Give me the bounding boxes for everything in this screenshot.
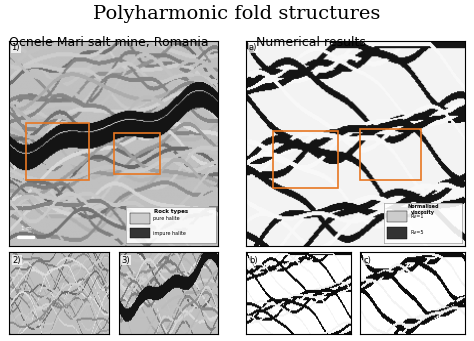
- Text: c): c): [364, 256, 371, 265]
- Bar: [273, 131, 338, 188]
- Text: Polyharmonic fold structures: Polyharmonic fold structures: [93, 5, 381, 23]
- Text: 3): 3): [121, 256, 130, 265]
- Text: Ocnele Mari salt mine, Romania: Ocnele Mari salt mine, Romania: [9, 36, 209, 49]
- Text: 2): 2): [12, 256, 21, 265]
- Text: a): a): [249, 43, 257, 52]
- Text: 1): 1): [11, 43, 20, 52]
- Text: Numerical results: Numerical results: [256, 36, 366, 49]
- Bar: [114, 133, 160, 174]
- Text: b): b): [250, 256, 258, 265]
- Bar: [360, 129, 421, 180]
- Text: 1 m: 1 m: [21, 226, 32, 231]
- Bar: [26, 123, 89, 180]
